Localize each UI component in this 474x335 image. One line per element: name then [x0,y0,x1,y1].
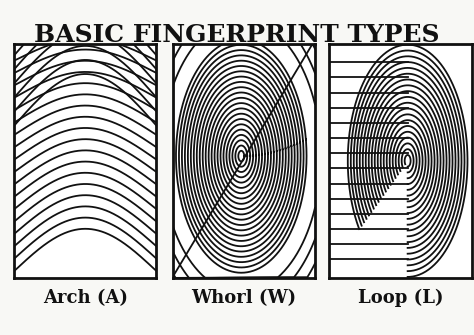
Text: Loop (L): Loop (L) [358,289,443,307]
Text: BASIC FINGERPRINT TYPES: BASIC FINGERPRINT TYPES [34,23,440,48]
Text: Whorl (W): Whorl (W) [191,289,297,307]
Text: Arch (A): Arch (A) [43,289,128,307]
